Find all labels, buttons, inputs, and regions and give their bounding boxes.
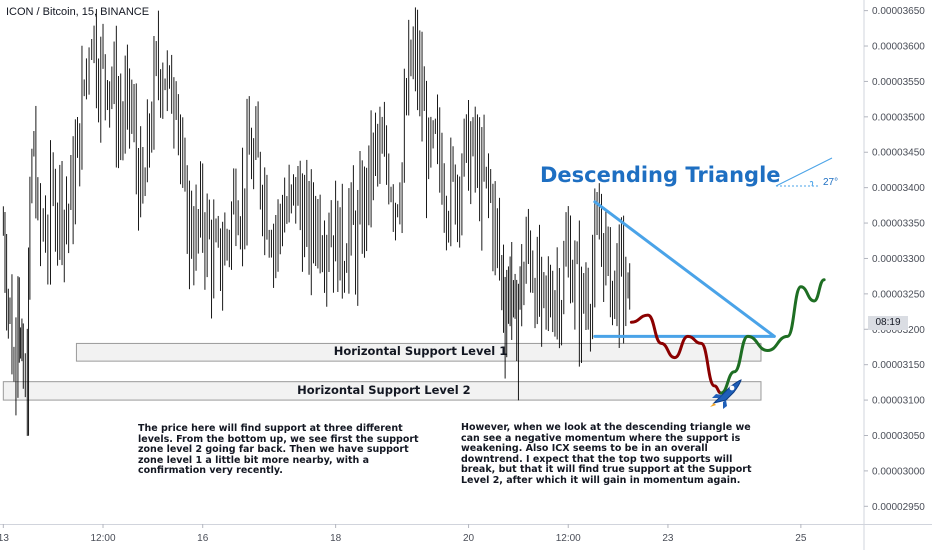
chart-title: ICON / Bitcoin, 15, BINANCE [6, 6, 150, 18]
x-tick-label: 20 [463, 533, 475, 544]
note-right: However, when we look at the descending … [461, 422, 752, 486]
rocket-icon [710, 379, 742, 409]
y-tick-label: 0.00003250 [872, 289, 925, 300]
y-tick-label: 0.00003150 [872, 360, 925, 371]
y-tick-label: 0.00003400 [872, 183, 925, 194]
zone-label-support-2: Horizontal Support Level 2 [297, 382, 471, 397]
y-tick-label: 0.00003550 [872, 77, 925, 88]
y-tick-label: 0.00003050 [872, 431, 925, 442]
angle-glyph-slope [775, 157, 833, 187]
y-tick-label: 0.00003300 [872, 254, 925, 265]
y-tick-label: 0.00003600 [872, 42, 925, 53]
support-zone-1 [75, 342, 762, 362]
time-badge: 08:19 [868, 316, 908, 330]
pattern-overlay [593, 157, 833, 395]
y-tick-label: 0.00003500 [872, 112, 925, 123]
zone-label-support-1: Horizontal Support Level 1 [333, 344, 508, 359]
y-tick-label: 0.00003200 [872, 325, 925, 336]
y-tick-label: 0.00002950 [872, 502, 925, 513]
x-tick-label: 13 [0, 533, 9, 544]
y-tick-label: 0.00003650 [872, 6, 925, 17]
x-tick-label: 23 [662, 533, 674, 544]
angle-glyph-arc [809, 181, 814, 187]
support-zone-2 [2, 381, 762, 401]
y-tick-label: 0.00003100 [872, 396, 925, 407]
projection-bearish-line [629, 313, 723, 395]
x-tick-label: 12:00 [556, 533, 581, 544]
y-tick-label: 0.00003350 [872, 219, 925, 230]
y-tick-label: 0.00003000 [872, 466, 925, 477]
support-zones [2, 342, 762, 401]
x-tick-label: 12:00 [90, 533, 115, 544]
y-tick-label: 0.00003450 [872, 148, 925, 159]
x-tick-label: 16 [197, 533, 209, 544]
triangle-upper-line [593, 200, 776, 338]
angle-label: 27° [823, 177, 839, 188]
price-candles [2, 7, 631, 436]
projection-bullish-line [719, 278, 826, 395]
pattern-title: Descending Triangle [540, 163, 781, 187]
x-tick-label: 25 [795, 533, 807, 544]
note-left: The price here will find support at thre… [138, 423, 419, 476]
x-tick-label: 18 [330, 533, 342, 544]
